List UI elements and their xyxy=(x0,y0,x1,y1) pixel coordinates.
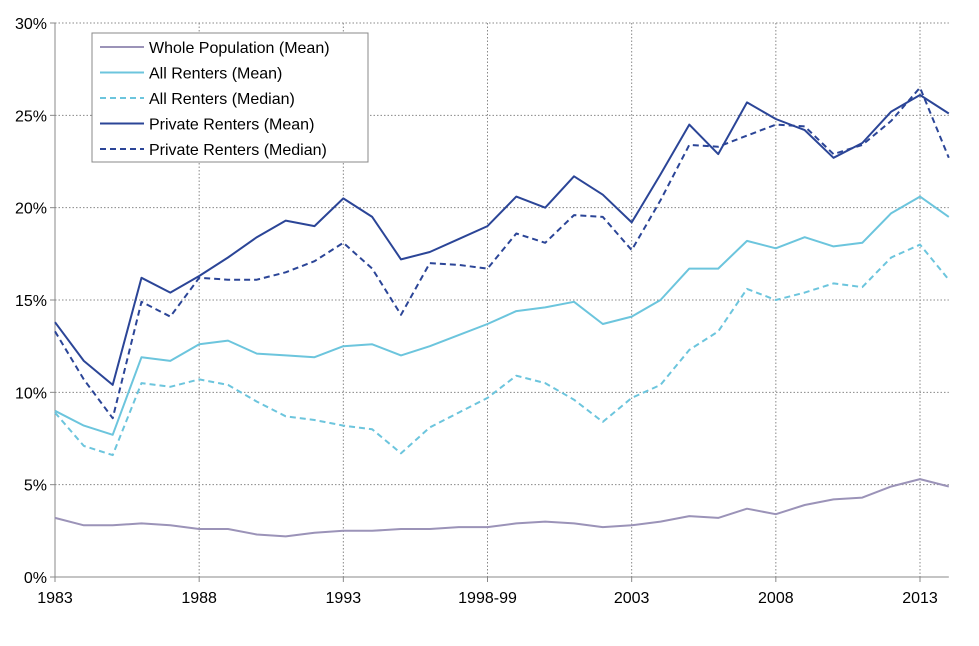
x-tick-label: 2003 xyxy=(614,590,650,607)
y-tick-label: 30% xyxy=(15,16,47,33)
series-line-0 xyxy=(54,478,950,538)
series-lines xyxy=(54,86,950,538)
axes: 0% 5% 10% 15% 20% 25% 30% 1983 1988 1993 1998-99 20… xyxy=(15,16,949,607)
y-tick-label: 20% xyxy=(15,201,47,218)
series-line-4 xyxy=(54,86,950,420)
legend-label: All Renters (Mean) xyxy=(149,66,282,83)
series-line-2 xyxy=(54,243,950,457)
x-tick-label: 2008 xyxy=(758,590,794,607)
x-tick-label: 1993 xyxy=(326,590,362,607)
x-tick-label: 1988 xyxy=(181,590,217,607)
y-tick-label: 10% xyxy=(15,385,47,402)
y-tick-label: 25% xyxy=(15,108,47,125)
x-tick-label: 1983 xyxy=(37,590,73,607)
x-tick-label: 2013 xyxy=(902,590,938,607)
legend-label: Private Renters (Median) xyxy=(149,142,327,159)
legend: Whole Population (Mean) All Renters (Mean… xyxy=(91,32,369,163)
legend-label: All Renters (Median) xyxy=(149,91,295,108)
x-tick-label: 1998-99 xyxy=(458,590,517,607)
legend-label: Whole Population (Mean) xyxy=(149,40,330,57)
legend-box xyxy=(91,32,369,163)
legend-label: Private Renters (Mean) xyxy=(149,117,314,134)
y-tick-label: 15% xyxy=(15,293,47,310)
y-tick-label: 0% xyxy=(24,570,47,587)
series-line-1 xyxy=(54,195,950,436)
series-line-3 xyxy=(54,94,950,386)
y-tick-label: 5% xyxy=(24,478,47,495)
